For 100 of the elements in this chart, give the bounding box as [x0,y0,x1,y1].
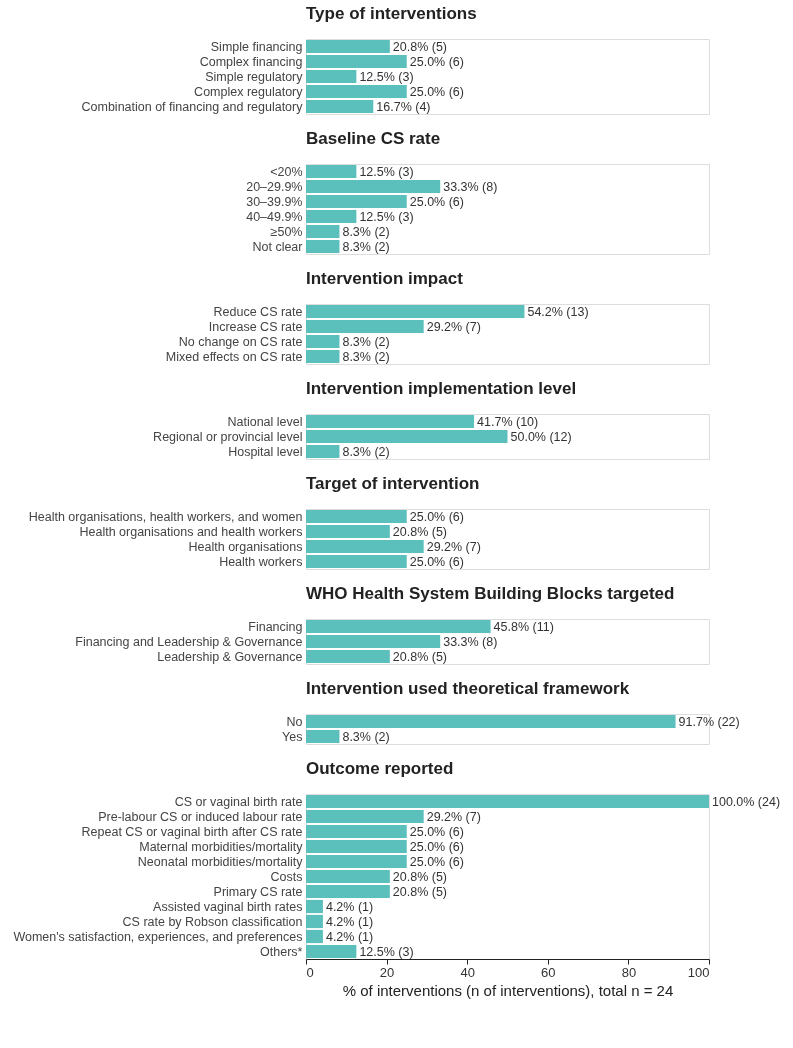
chart-title: Baseline CS rate [306,129,441,148]
data-label: 4.2% (1) [325,929,374,944]
bar [306,239,340,254]
bar [306,164,357,179]
x-tick-label: 60 [541,964,556,980]
bar [306,914,323,929]
y-tick-label: Women's satisfaction, experiences, and preferences [13,929,303,944]
data-label: 91.7% (22) [678,714,740,729]
y-tick-label: Others* [260,944,303,959]
y-tick-label: Increase CS rate [208,319,303,334]
x-tick-label: 40 [460,964,475,980]
data-label: 100.0% (24) [712,794,781,809]
y-tick-label: Complex regulatory [194,84,304,99]
bar [306,824,407,839]
y-tick-label: Costs [270,869,303,884]
x-tick-label: 80 [621,964,637,980]
data-label: 50.0% (12) [510,429,572,444]
y-tick-label: Combination of financing and regulatory [81,99,304,114]
y-tick-label: No [286,714,303,729]
y-tick-label: Health workers [219,554,303,569]
data-label: 12.5% (3) [359,209,414,224]
bar [306,84,407,99]
y-tick-label: No change on CS rate [178,334,303,349]
y-tick-label: Reduce CS rate [213,304,303,319]
data-label: 41.7% (10) [477,414,539,429]
bar [306,194,407,209]
data-label: 4.2% (1) [325,899,374,914]
bar [306,839,407,854]
bar [306,794,709,809]
data-label: 8.3% (2) [342,239,390,254]
data-label: 29.2% (7) [426,319,481,334]
data-label: 8.3% (2) [342,349,390,364]
data-label: 29.2% (7) [426,539,481,554]
y-tick-label: CS or vaginal birth rate [174,794,303,809]
data-label: 16.7% (4) [376,99,431,114]
y-tick-label: Regional or provincial level [153,429,303,444]
data-label: 8.3% (2) [342,444,390,459]
chart-title: Target of intervention [306,474,480,493]
y-tick-label: Yes [282,729,303,744]
data-label: 20.8% (5) [392,869,448,884]
data-label: 33.3% (8) [443,634,498,649]
y-tick-label: Pre-labour CS or induced labour rate [98,809,303,824]
y-tick-label: Leadership & Governance [157,649,303,664]
data-label: 8.3% (2) [342,224,390,239]
data-label: 8.3% (2) [342,729,390,744]
data-label: 20.8% (5) [392,884,448,899]
chart-title: Outcome reported [306,759,454,778]
y-tick-label: 30–39.9% [246,194,303,209]
data-label: 20.8% (5) [392,649,448,664]
data-label: 25.0% (6) [409,554,464,569]
data-label: 25.0% (6) [409,824,464,839]
chart-title: WHO Health System Building Blocks targeted [306,584,675,603]
bar [306,884,390,899]
chart-title: Intervention used theoretical framework [306,679,630,698]
y-tick-label: Simple regulatory [205,69,304,84]
bar [306,179,441,194]
y-tick-label: Mixed effects on CS rate [165,349,303,364]
y-tick-label: ≥50% [270,224,303,239]
y-tick-label: National level [227,414,303,429]
y-tick-label: Financing [248,619,303,634]
x-tick-label: 0 [306,964,314,980]
bar [306,209,357,224]
x-tick-label: 20 [379,964,395,980]
y-tick-label: <20% [270,164,303,179]
y-tick-label: Repeat CS or vaginal birth after CS rate [81,824,303,839]
bar [306,869,390,884]
bar [306,224,340,239]
data-label: 12.5% (3) [359,164,414,179]
data-label: 54.2% (13) [527,304,589,319]
y-tick-label: Simple financing [210,39,303,54]
y-tick-label: 40–49.9% [246,209,303,224]
bar [306,929,323,944]
y-tick-label: Not clear [252,239,303,254]
y-tick-label: Hospital level [228,444,303,459]
bar [306,809,424,824]
x-axis-title: % of interventions (n of interventions), total n = 24 [342,981,674,999]
bar [306,54,407,69]
data-label: 25.0% (6) [409,509,464,524]
data-label: 29.2% (7) [426,809,481,824]
y-tick-label: CS rate by Robson classification [122,914,303,929]
data-label: 25.0% (6) [409,84,464,99]
bar [306,99,374,114]
data-label: 20.8% (5) [392,524,448,539]
data-label: 20.8% (5) [392,39,448,54]
y-tick-label: Primary CS rate [213,884,303,899]
bar [306,39,390,54]
data-label: 8.3% (2) [342,334,390,349]
y-tick-label: 20–29.9% [246,179,303,194]
chart-title: Intervention implementation level [306,379,577,398]
bar [306,944,357,959]
data-label: 45.8% (11) [493,619,554,634]
x-tick-label: 100 [687,964,710,980]
data-label: 12.5% (3) [359,944,414,959]
y-tick-label: Neonatal morbidities/mortality [137,854,304,869]
y-tick-label: Health organisations [188,539,303,554]
bar [306,899,323,914]
data-label: 12.5% (3) [359,69,414,84]
y-tick-label: Complex financing [199,54,303,69]
bar [306,854,407,869]
data-label: 4.2% (1) [325,914,374,929]
